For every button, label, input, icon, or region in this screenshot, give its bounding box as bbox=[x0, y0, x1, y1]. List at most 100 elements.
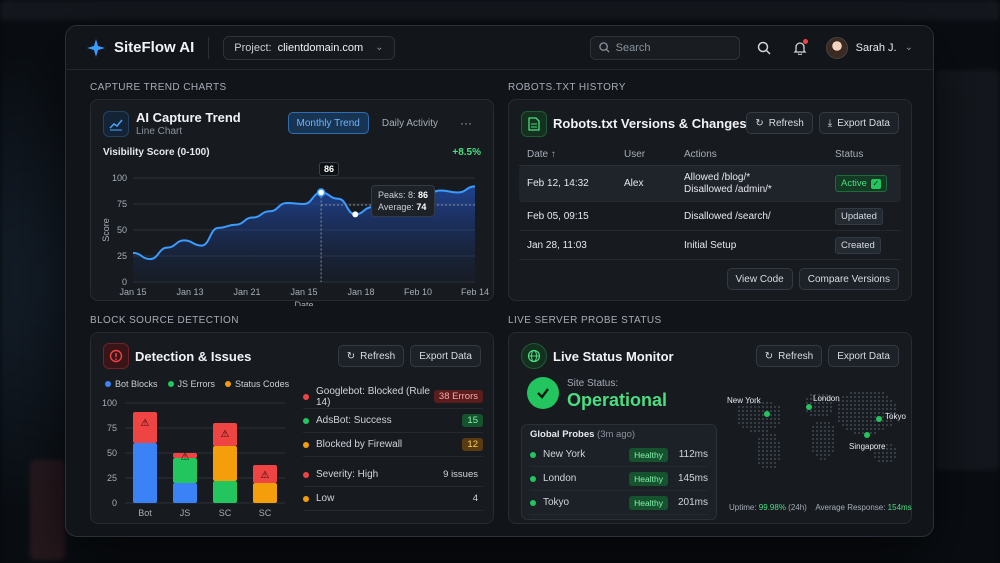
map-dot bbox=[737, 413, 741, 417]
card-title: AI Capture Trend bbox=[136, 110, 241, 125]
card-title: Live Status Monitor bbox=[553, 349, 674, 364]
map-dot bbox=[749, 425, 753, 429]
map-dot bbox=[823, 429, 827, 433]
project-selector[interactable]: Project: clientdomain.com ⌄ bbox=[223, 35, 395, 60]
map-dot bbox=[881, 399, 885, 403]
bar-segment bbox=[213, 481, 237, 503]
map-dot bbox=[749, 429, 753, 433]
probe-city: Tokyo bbox=[543, 497, 570, 508]
tab-daily-activity[interactable]: Daily Activity bbox=[381, 117, 438, 129]
map-dot bbox=[853, 427, 857, 431]
issue-row[interactable]: AdsBot: Success 15 bbox=[303, 409, 483, 433]
x-tick-label: Feb 10 bbox=[404, 287, 432, 297]
issue-row[interactable]: Low 4 bbox=[303, 487, 483, 511]
logo-icon bbox=[87, 38, 105, 57]
bar-chart: 0 25 50 75 100 ⚠ Bot ⚠ JS ⚠ SC ⚠ SC bbox=[102, 398, 285, 518]
compare-versions-button[interactable]: Compare Versions bbox=[798, 268, 899, 290]
y-tick-label: 0 bbox=[112, 498, 117, 508]
tooltip-avg-value: 74 bbox=[416, 202, 427, 212]
map-dot bbox=[865, 391, 869, 395]
table-row[interactable]: Feb 05, 09:15 Disallowed /search/ Update… bbox=[519, 202, 901, 231]
card-title: Robots.txt Versions & Changes bbox=[553, 116, 747, 131]
refresh-button[interactable]: ↻ Refresh bbox=[755, 345, 823, 367]
export-button[interactable]: Export Data bbox=[410, 345, 481, 367]
app-logo[interactable]: SiteFlow AI bbox=[86, 38, 194, 58]
probe-row[interactable]: London Healthy 145ms bbox=[530, 467, 708, 491]
map-dot bbox=[821, 401, 825, 405]
map-dot bbox=[827, 445, 831, 449]
download-icon: ⤓ bbox=[827, 117, 833, 129]
map-dot bbox=[765, 445, 769, 449]
map-dot bbox=[773, 441, 777, 445]
map-dot bbox=[757, 437, 761, 441]
map-dot bbox=[813, 409, 817, 413]
map-dot bbox=[831, 449, 835, 453]
notifications-button[interactable] bbox=[788, 36, 812, 60]
more-options-icon[interactable]: ··· bbox=[460, 116, 472, 130]
map-dot bbox=[881, 419, 885, 423]
avg-response-label: Average Response: bbox=[815, 503, 886, 512]
legend-item: Bot Blocks bbox=[105, 379, 158, 389]
map-dot bbox=[819, 441, 823, 445]
map-dot bbox=[889, 451, 893, 455]
map-dot bbox=[773, 457, 777, 461]
map-dot bbox=[813, 393, 817, 397]
map-dot bbox=[753, 405, 757, 409]
map-dot bbox=[869, 419, 873, 423]
map-dot bbox=[889, 423, 893, 427]
status-dot bbox=[530, 499, 536, 506]
table-row[interactable]: Jan 28, 11:03 Initial Setup Created bbox=[519, 231, 901, 260]
map-dot bbox=[885, 415, 889, 419]
map-dot bbox=[861, 411, 865, 415]
view-code-button[interactable]: View Code bbox=[726, 268, 793, 290]
map-dot bbox=[819, 449, 823, 453]
map-dot bbox=[773, 413, 777, 417]
bell-icon bbox=[793, 41, 807, 55]
user-menu[interactable]: Sarah J. ⌄ bbox=[825, 36, 913, 59]
map-dot bbox=[737, 409, 741, 413]
search-input[interactable]: Search bbox=[589, 35, 740, 60]
probe-row[interactable]: New York Healthy 112ms bbox=[530, 443, 708, 467]
map-dot bbox=[889, 419, 893, 423]
map-dot bbox=[773, 433, 777, 437]
export-button[interactable]: ⤓ Export Data bbox=[818, 112, 899, 134]
column-date[interactable]: Date ↑ bbox=[527, 149, 556, 160]
probe-city: London bbox=[543, 473, 577, 484]
refresh-button[interactable]: ↻ Refresh bbox=[746, 112, 813, 134]
map-dot bbox=[777, 413, 781, 417]
refresh-button[interactable]: ↻ Refresh bbox=[337, 345, 405, 367]
tab-monthly-trend[interactable]: Monthly Trend bbox=[287, 112, 369, 134]
uptime-footer: Uptime: 99.98% (24h) Average Response: 1… bbox=[729, 503, 912, 512]
map-dot bbox=[837, 411, 841, 415]
globe-icon bbox=[521, 343, 547, 369]
issue-row[interactable]: Severity: High 9 issues bbox=[303, 463, 483, 487]
probe-row[interactable]: Tokyo Healthy 201ms bbox=[530, 491, 708, 515]
map-dot bbox=[845, 419, 849, 423]
map-city-label: London bbox=[813, 394, 840, 403]
table-row[interactable]: Feb 12, 14:32 Alex Allowed /blog/* Disal… bbox=[519, 166, 901, 202]
map-dot bbox=[865, 395, 869, 399]
column-user: User bbox=[624, 149, 646, 160]
map-dot bbox=[809, 413, 813, 417]
warning-icon: ⚠ bbox=[141, 418, 150, 429]
map-dot bbox=[773, 445, 777, 449]
export-button[interactable]: Export Data bbox=[828, 345, 899, 367]
map-dot bbox=[765, 457, 769, 461]
map-dot bbox=[845, 423, 849, 427]
issue-row[interactable]: Googlebot: Blocked (Rule 14) 38 Errors bbox=[303, 385, 483, 409]
map-dot bbox=[741, 409, 745, 413]
metric-change: +8.5% bbox=[452, 147, 481, 158]
map-dot bbox=[761, 413, 765, 417]
search-button[interactable] bbox=[752, 36, 776, 60]
hover-point bbox=[352, 211, 359, 218]
world-map: New York London Tokyo Singapore bbox=[727, 391, 906, 469]
map-dot bbox=[829, 401, 833, 405]
map-dot bbox=[873, 415, 877, 419]
map-dot bbox=[827, 433, 831, 437]
map-dot bbox=[765, 425, 769, 429]
map-dot bbox=[861, 431, 865, 435]
map-dot bbox=[873, 443, 877, 447]
issue-row[interactable]: Blocked by Firewall 12 bbox=[303, 433, 483, 457]
map-dot bbox=[769, 449, 773, 453]
map-dot bbox=[811, 449, 815, 453]
